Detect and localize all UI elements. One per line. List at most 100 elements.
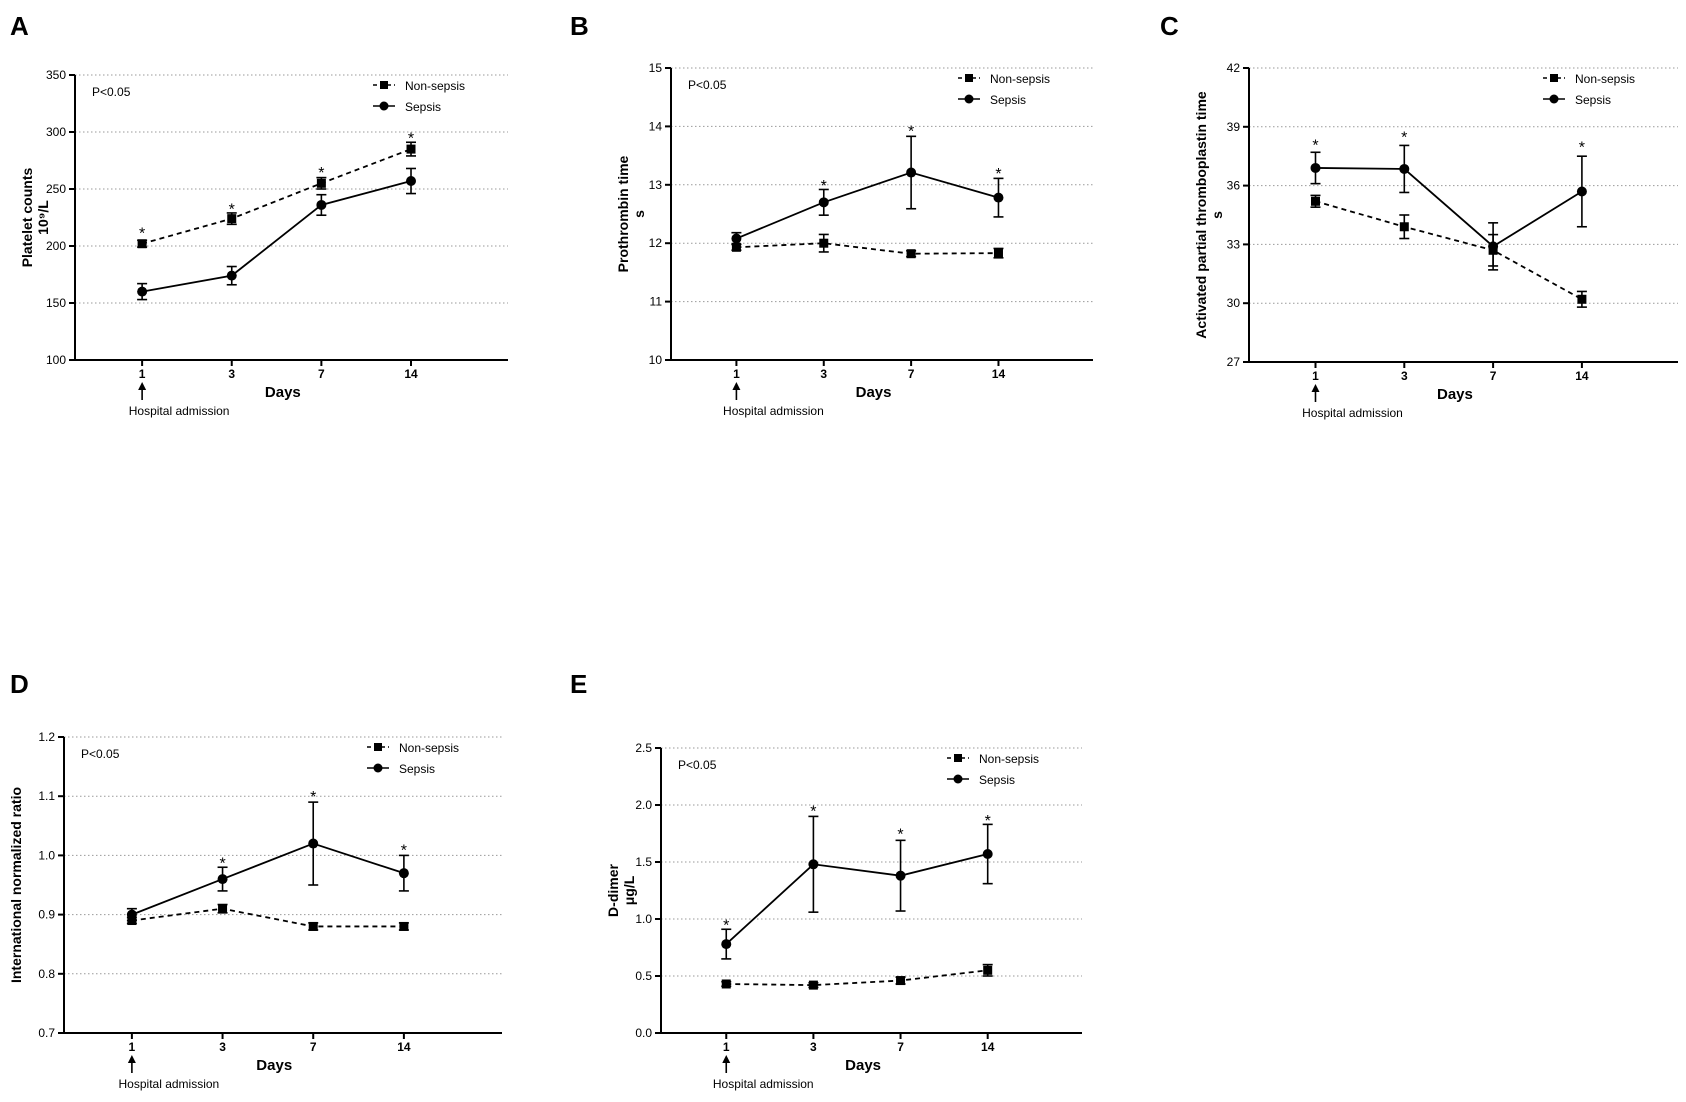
x-tick-label: 1: [733, 367, 740, 381]
y-tick-label: 1.5: [635, 855, 652, 869]
y-tick-label: 14: [649, 119, 663, 133]
data-point-circle: [1576, 186, 1587, 197]
data-point-circle: [126, 909, 137, 920]
y-tick-label: 300: [46, 125, 66, 139]
x-axis-label: Days: [845, 1057, 881, 1074]
y-axis-label: Prothrombin time: [615, 155, 631, 272]
x-tick-label: 1: [139, 367, 146, 381]
series-line-sepsis: [736, 171, 999, 240]
significance-marker: *: [139, 225, 145, 242]
legend-label: Sepsis: [1575, 93, 1611, 107]
data-point-square: [218, 904, 228, 914]
y-tick-label: 10: [649, 353, 663, 367]
x-axis-label: Days: [265, 384, 301, 401]
admission-label: Hospital admission: [1302, 406, 1403, 420]
data-point-circle: [982, 849, 993, 860]
legend-marker-square: [380, 81, 388, 89]
panel-letter: D: [10, 669, 29, 699]
y-tick-label: 100: [46, 353, 66, 367]
series-line-non-sepsis: [736, 242, 999, 255]
data-point-square: [1399, 222, 1409, 232]
x-tick-label: 3: [820, 367, 827, 381]
data-point-circle: [137, 286, 148, 297]
significance-marker: *: [810, 804, 816, 821]
data-point-square: [819, 238, 829, 248]
x-tick-label: 14: [1575, 369, 1589, 383]
data-point-circle: [993, 192, 1004, 203]
y-tick-label: 39: [1227, 120, 1241, 134]
data-point-circle: [1488, 241, 1499, 252]
legend-marker-circle: [379, 101, 389, 111]
x-tick-label: 14: [992, 367, 1006, 381]
significance-marker: *: [408, 131, 414, 148]
legend-marker-circle: [964, 94, 974, 104]
x-tick-label: 1: [723, 1040, 730, 1054]
y-axis-unit: 10⁹/L: [35, 200, 51, 235]
data-point-circle: [731, 233, 742, 244]
x-tick-label: 3: [219, 1040, 226, 1054]
data-point-square: [993, 248, 1003, 258]
y-tick-label: 1.1: [38, 789, 55, 803]
data-point-circle: [217, 874, 228, 885]
legend-label: Non-sepsis: [405, 79, 465, 93]
y-tick-label: 350: [46, 68, 66, 82]
legend-marker-square: [954, 754, 962, 762]
panel-letter: A: [10, 11, 29, 41]
data-point-square: [808, 980, 818, 990]
y-tick-label: 33: [1227, 237, 1241, 251]
y-tick-label: 13: [649, 178, 663, 192]
y-axis-unit: s: [631, 210, 647, 218]
data-point-square: [406, 144, 416, 154]
significance-marker: *: [310, 789, 316, 806]
x-axis-label: Days: [256, 1057, 292, 1074]
legend-marker-circle: [953, 774, 963, 784]
x-tick-label: 14: [397, 1040, 411, 1054]
y-axis-unit: s: [1209, 211, 1225, 219]
legend-marker-square: [965, 74, 973, 82]
significance-marker: *: [318, 165, 324, 182]
data-point-circle: [308, 838, 319, 849]
p-value-annotation: P<0.05: [81, 747, 120, 761]
legend-label: Sepsis: [405, 100, 441, 114]
data-point-circle: [316, 199, 327, 210]
legend-label: Non-sepsis: [979, 752, 1039, 766]
legend-label: Non-sepsis: [990, 72, 1050, 86]
data-point-square: [227, 214, 237, 224]
significance-marker: *: [1312, 137, 1318, 154]
panel-c: C 27 30 33 36 39 42 1 3 7 14 Days Hospital admission…: [1160, 11, 1678, 420]
significance-marker: *: [229, 201, 235, 218]
admission-label: Hospital admission: [119, 1077, 220, 1091]
y-tick-label: 36: [1227, 179, 1241, 193]
x-tick-label: 14: [981, 1040, 995, 1054]
y-axis-unit: μg/L: [621, 875, 637, 905]
admission-label: Hospital admission: [129, 404, 230, 418]
legend-marker-circle: [1549, 94, 1559, 104]
data-point-square: [399, 921, 409, 931]
y-tick-label: 0.7: [38, 1026, 55, 1040]
significance-marker: *: [897, 827, 903, 844]
series-line-sepsis: [1315, 167, 1583, 248]
x-tick-label: 3: [1401, 369, 1408, 383]
data-point-circle: [226, 270, 237, 281]
y-tick-label: 2.0: [635, 798, 652, 812]
significance-marker: *: [1579, 139, 1585, 156]
admission-arrow-icon: [138, 382, 147, 390]
series-line-sepsis: [141, 180, 412, 293]
significance-marker: *: [723, 918, 729, 935]
x-tick-label: 1: [1312, 369, 1319, 383]
y-tick-label: 0.0: [635, 1026, 652, 1040]
data-point-square: [896, 976, 906, 986]
series-line-non-sepsis: [131, 907, 404, 928]
x-axis-label: Days: [1437, 386, 1473, 403]
panel-a: A 100 150 200 250 300 350 1 3 7 14 Days Hospital adm…: [10, 11, 508, 418]
legend-marker-square: [374, 743, 382, 751]
y-tick-label: 1.2: [38, 730, 55, 744]
significance-marker: *: [219, 856, 225, 873]
y-tick-label: 12: [649, 236, 663, 250]
legend-label: Sepsis: [399, 762, 435, 776]
x-tick-label: 3: [810, 1040, 817, 1054]
y-axis-label: D-dimer: [605, 864, 621, 917]
series-line-non-sepsis: [141, 148, 412, 245]
